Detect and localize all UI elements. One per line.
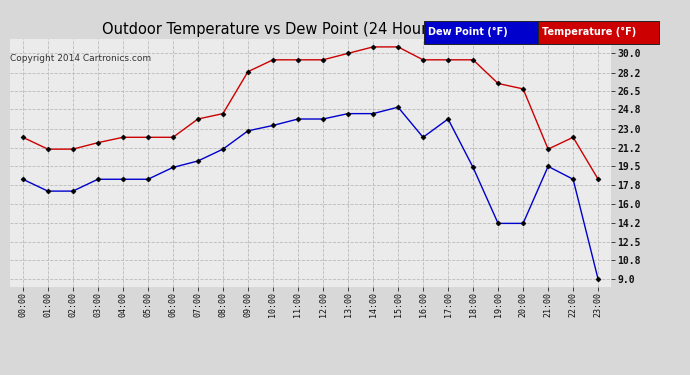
Title: Outdoor Temperature vs Dew Point (24 Hours) 20141116: Outdoor Temperature vs Dew Point (24 Hou… — [101, 22, 520, 37]
Text: Copyright 2014 Cartronics.com: Copyright 2014 Cartronics.com — [10, 54, 152, 63]
Text: Dew Point (°F): Dew Point (°F) — [428, 27, 509, 37]
Text: Temperature (°F): Temperature (°F) — [542, 27, 637, 37]
